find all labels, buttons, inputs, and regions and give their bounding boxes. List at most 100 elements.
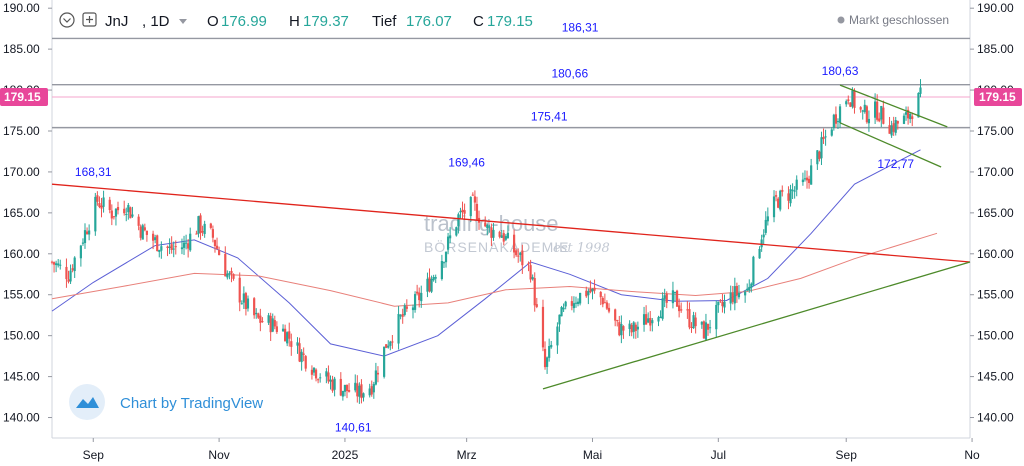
candle	[238, 272, 241, 312]
candle-body	[490, 227, 493, 238]
candle-body	[57, 263, 60, 266]
candle	[851, 87, 854, 109]
candle-body	[874, 101, 877, 118]
candle	[57, 259, 60, 268]
candle	[556, 322, 559, 354]
credit-text[interactable]: Chart by TradingView	[120, 395, 263, 412]
candle-body	[228, 273, 231, 275]
candle	[535, 297, 538, 309]
candle-body	[591, 288, 594, 292]
candle-body	[704, 322, 708, 340]
price-annotation: 168,31	[75, 165, 112, 179]
candle	[259, 308, 262, 332]
candle-body	[329, 379, 332, 382]
candle-body	[94, 196, 97, 232]
candle	[267, 312, 270, 325]
candle	[688, 302, 691, 330]
candle	[632, 321, 635, 339]
candle-body	[822, 136, 825, 140]
candle	[849, 102, 852, 108]
candle-body	[907, 109, 910, 119]
candle-body	[166, 246, 169, 248]
trendline-red-resistance[interactable]	[51, 183, 971, 263]
candle	[593, 279, 596, 294]
candle	[834, 106, 838, 128]
candle-body	[807, 178, 811, 184]
candle	[430, 275, 433, 294]
candle-body	[440, 261, 443, 280]
candle-body	[721, 301, 724, 307]
tradingview-credit[interactable]: Chart by TradingView	[69, 384, 263, 420]
watermark-line2: BÖRSENAKADEMIE	[424, 238, 569, 255]
candle-body	[579, 292, 582, 304]
candle-body	[719, 300, 722, 302]
candle	[861, 109, 864, 120]
candle	[473, 190, 476, 211]
candle	[907, 106, 910, 125]
candle-body	[878, 118, 881, 122]
candle	[195, 230, 198, 235]
candle	[127, 202, 130, 220]
candle-body	[85, 231, 89, 235]
candle-body	[253, 298, 256, 316]
interval[interactable]: , 1D	[142, 13, 170, 30]
candle	[820, 131, 823, 166]
sma-long-line[interactable]	[51, 232, 938, 307]
candle-body	[100, 205, 103, 209]
candle	[803, 170, 807, 182]
candle-body	[139, 226, 142, 238]
candle	[777, 196, 780, 209]
trendline-channel-upper[interactable]	[839, 84, 948, 128]
candle-body	[457, 214, 460, 227]
candle-body	[271, 318, 274, 332]
time-axis[interactable]: Sep Nov 2025 Mrz Mai Jul Sep No	[83, 438, 980, 462]
candle	[112, 216, 115, 220]
candle	[304, 354, 307, 372]
candle-body	[824, 136, 827, 138]
plus-square-icon[interactable]	[82, 12, 97, 27]
level-label: 175,41	[531, 110, 568, 124]
candle	[663, 288, 666, 308]
level-label: 180,66	[551, 67, 588, 81]
candle	[909, 112, 912, 124]
candle-body	[141, 225, 144, 240]
candle	[123, 200, 126, 216]
candle-body	[618, 322, 621, 336]
candle	[341, 390, 344, 401]
candle	[286, 331, 289, 347]
candle-body	[593, 287, 596, 291]
open-value: 176.99	[221, 13, 267, 30]
x-tick-label: No	[964, 448, 980, 462]
candle-body	[203, 223, 206, 235]
candle	[675, 289, 679, 307]
dropdown-caret-icon[interactable]	[179, 19, 187, 24]
candle	[789, 184, 792, 207]
candle-body	[387, 345, 390, 348]
trendline-green-support[interactable]	[542, 261, 971, 390]
candle	[579, 292, 582, 306]
x-tick-label: Jul	[711, 448, 726, 462]
candle	[721, 293, 724, 313]
candle	[704, 313, 708, 341]
candle-body	[230, 271, 233, 274]
chevron-circle-icon[interactable]	[59, 12, 75, 28]
low-value: 176.07	[406, 13, 452, 30]
candle	[137, 214, 140, 231]
candle-body	[446, 236, 450, 250]
candle	[795, 175, 798, 197]
candle-body	[123, 208, 126, 214]
sma-short-line[interactable]	[51, 149, 921, 357]
candle-body	[52, 262, 56, 265]
price-annotation: 169,46	[448, 155, 485, 169]
candle-body	[376, 372, 380, 375]
candle	[269, 312, 272, 342]
candle-body	[531, 277, 534, 280]
trendline-channel-lower[interactable]	[839, 122, 942, 168]
candle-body	[919, 87, 922, 94]
symbol-name[interactable]: JnJ	[105, 13, 128, 30]
candle	[634, 322, 637, 339]
candle	[442, 261, 446, 269]
candle-body	[267, 315, 270, 323]
candle-body	[180, 247, 184, 250]
candle	[805, 170, 809, 189]
